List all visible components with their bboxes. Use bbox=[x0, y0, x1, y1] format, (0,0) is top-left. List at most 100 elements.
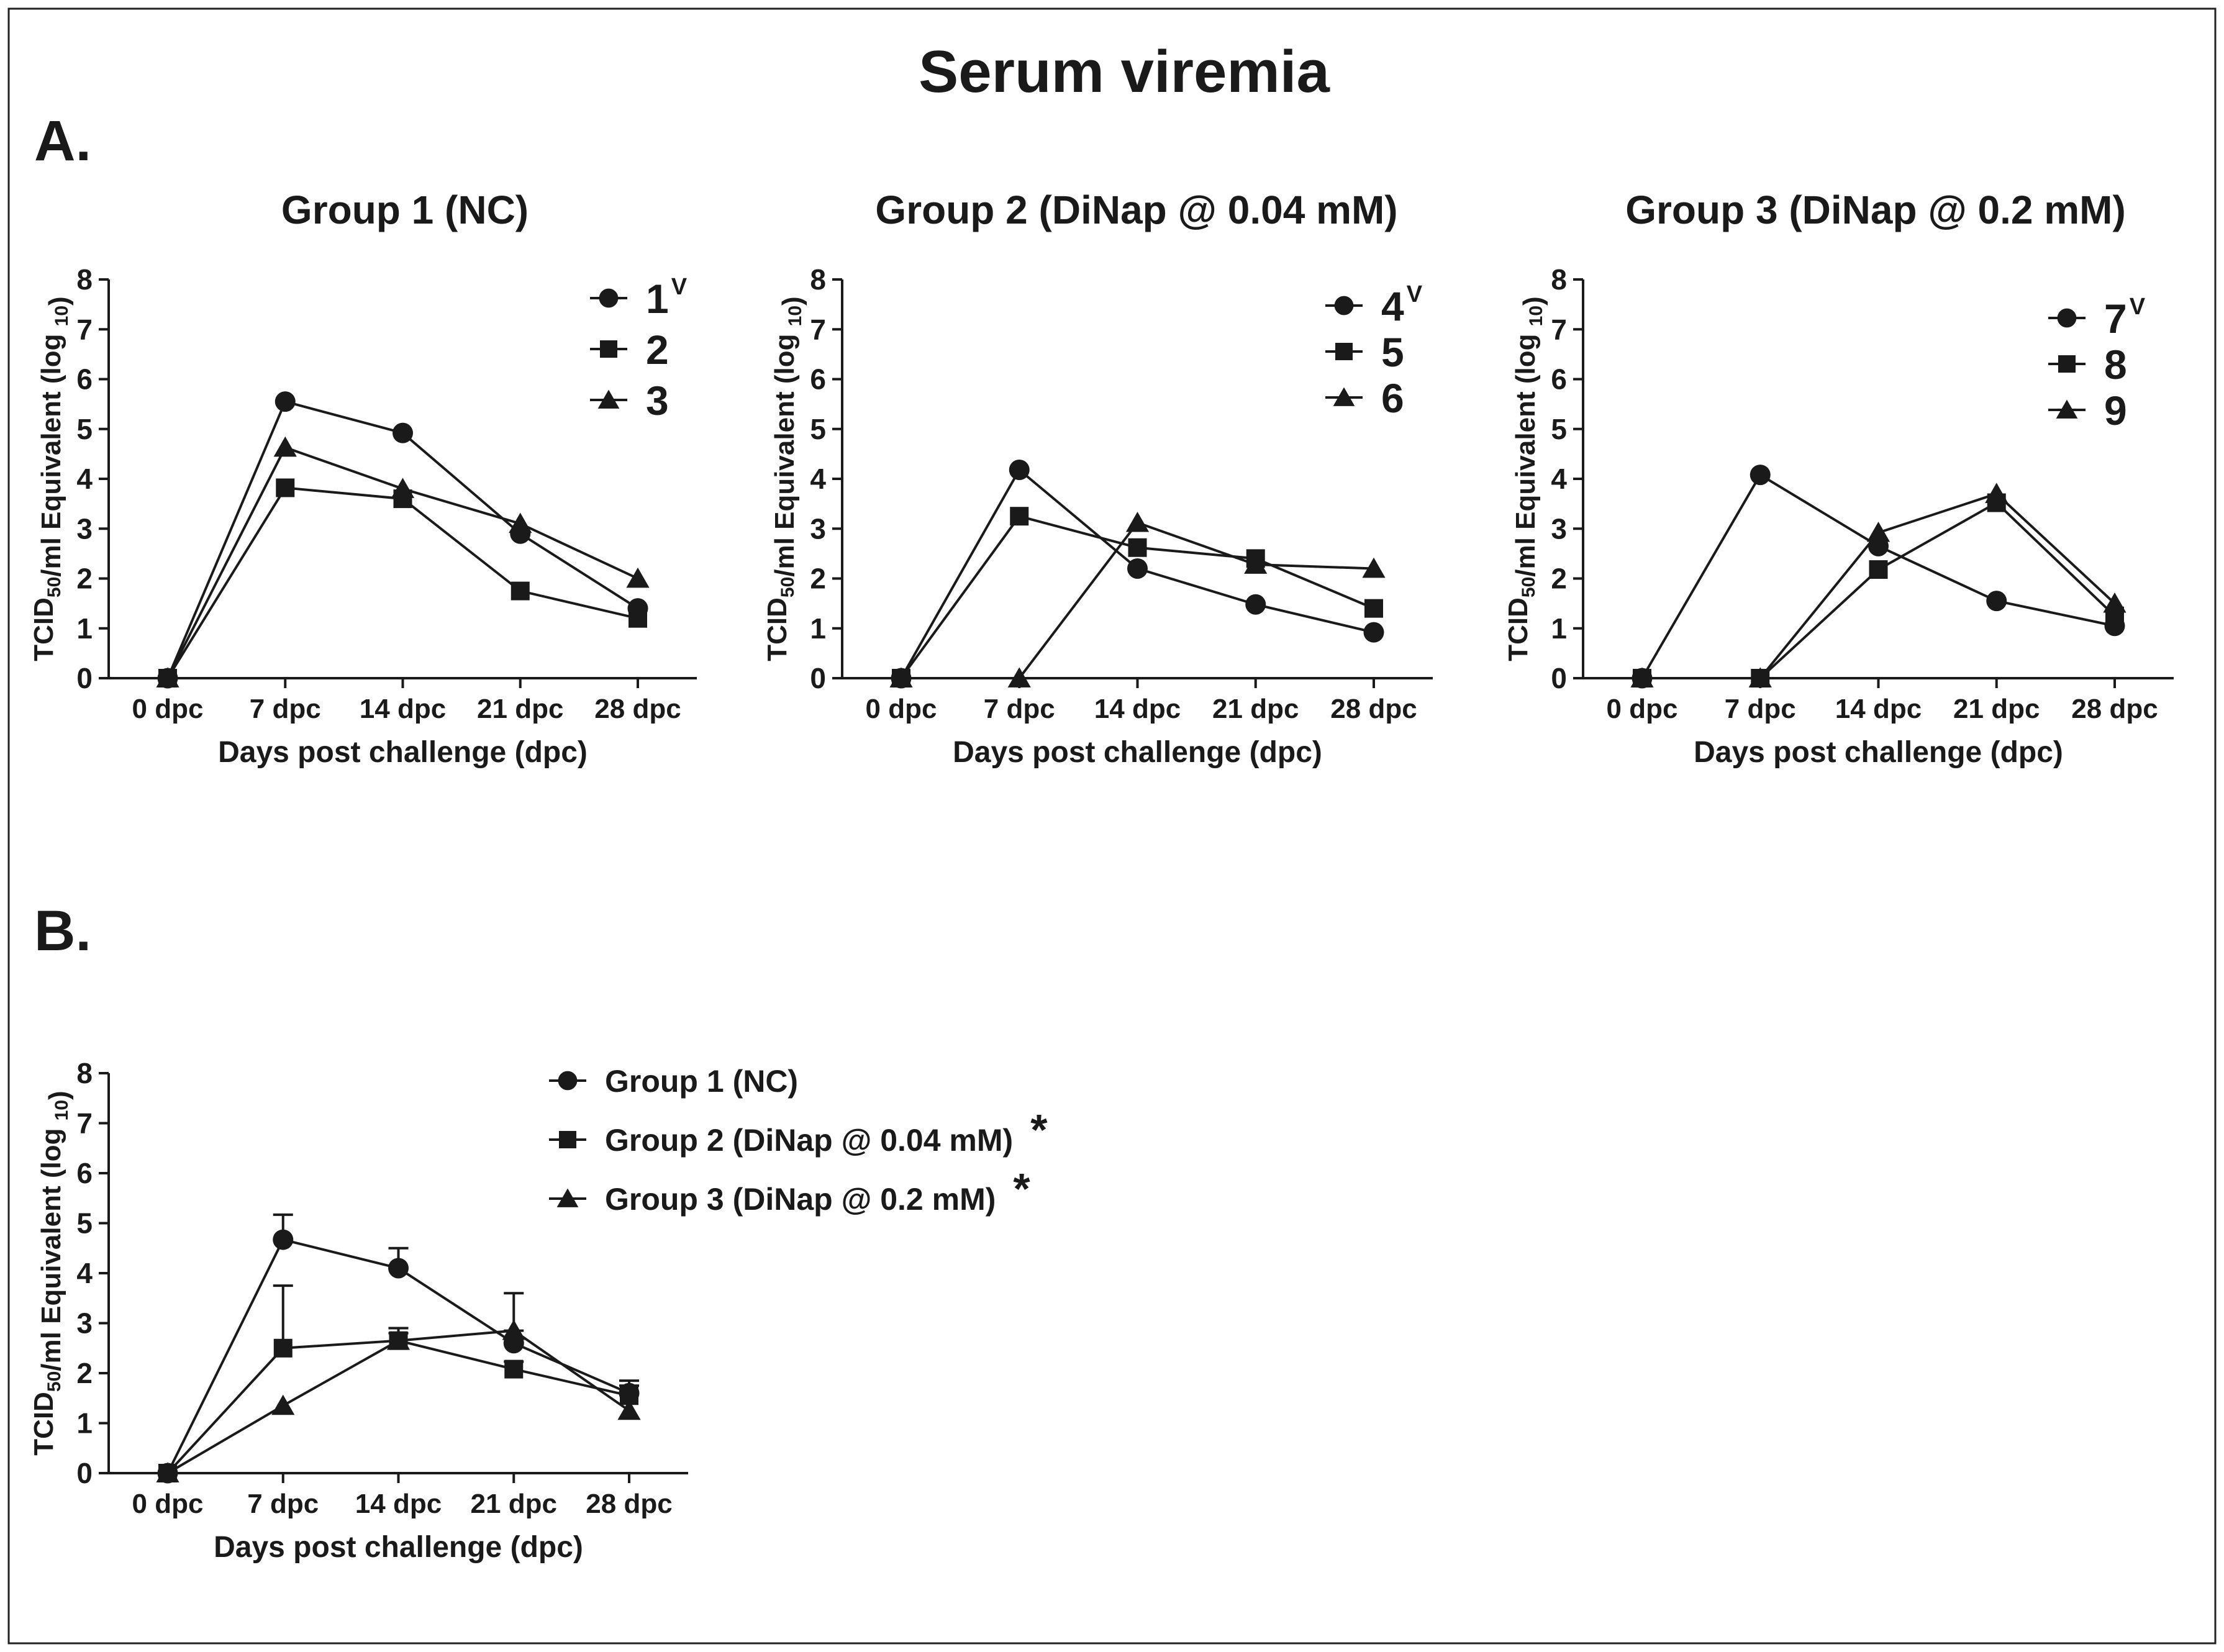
legend-marker bbox=[1334, 296, 1354, 315]
x-tick-label: 28 dpc bbox=[594, 694, 681, 724]
data-point bbox=[1244, 553, 1268, 574]
data-point bbox=[511, 581, 530, 601]
data-point bbox=[393, 422, 413, 443]
y-tick-label: 0 bbox=[76, 1457, 93, 1489]
y-tick-label: 0 bbox=[76, 662, 93, 694]
legend-marker bbox=[597, 389, 620, 409]
data-point bbox=[1748, 667, 1772, 688]
legend-label: Group 2 (DiNap @ 0.04 mM) bbox=[605, 1123, 1013, 1158]
data-point bbox=[502, 1319, 525, 1340]
data-point bbox=[509, 512, 532, 533]
y-tick-label: 7 bbox=[76, 313, 93, 345]
legend-label: 3 bbox=[646, 378, 669, 424]
data-point bbox=[156, 1462, 179, 1482]
y-tick-label: 6 bbox=[76, 1157, 93, 1189]
data-point bbox=[617, 1399, 641, 1420]
data-point bbox=[1125, 511, 1150, 532]
data-point bbox=[1009, 460, 1030, 481]
series-triangle bbox=[1630, 483, 2126, 688]
figure-border bbox=[7, 7, 2217, 1645]
x-axis-label: Days post challenge (dpc) bbox=[214, 1531, 583, 1564]
legend-label: Group 1 (NC) bbox=[605, 1064, 798, 1099]
series-triangle bbox=[889, 511, 1386, 688]
legend-label: 9 bbox=[2104, 388, 2127, 433]
chart-title: Group 2 (DiNap @ 0.04 mM) bbox=[875, 188, 1397, 232]
y-tick-label: 8 bbox=[76, 1057, 93, 1089]
y-axis-label-part: 10 bbox=[785, 306, 806, 326]
y-axis-label: TCID50/ml Equivalent (log 10) bbox=[29, 296, 74, 661]
x-tick-label: 14 dpc bbox=[360, 694, 446, 724]
y-tick-label: 5 bbox=[76, 413, 93, 445]
y-tick-label: 2 bbox=[1551, 563, 1567, 595]
data-point bbox=[1866, 522, 1890, 542]
y-axis-label-part: /ml Equivalent (log bbox=[36, 1120, 66, 1371]
y-axis-label-part: /ml Equivalent (log bbox=[769, 326, 800, 576]
data-point bbox=[275, 391, 296, 412]
x-tick-label: 0 dpc bbox=[132, 694, 204, 724]
data-point bbox=[1986, 591, 2007, 612]
y-tick-label: 2 bbox=[810, 563, 826, 595]
y-tick-label: 8 bbox=[810, 263, 826, 296]
legend-marker bbox=[599, 288, 619, 308]
y-tick-label: 5 bbox=[76, 1207, 93, 1240]
data-point bbox=[276, 478, 295, 497]
x-tick-label: 28 dpc bbox=[1330, 694, 1417, 724]
x-tick-label: 14 dpc bbox=[1835, 694, 1922, 724]
x-tick-label: 21 dpc bbox=[1953, 694, 2040, 724]
x-tick-label: 0 dpc bbox=[1607, 694, 1678, 724]
y-axis-label-part: /ml Equivalent (log bbox=[1510, 326, 1541, 576]
y-tick-label: 3 bbox=[810, 512, 826, 545]
legend-superscript: V bbox=[671, 274, 688, 300]
data-point bbox=[1750, 465, 1771, 486]
data-point bbox=[1869, 560, 1888, 579]
y-axis-label-part: 50 bbox=[778, 577, 798, 597]
y-tick-label: 8 bbox=[76, 263, 93, 296]
y-axis-label: TCID50/ml Equivalent (log 10) bbox=[1503, 296, 1548, 661]
data-point bbox=[388, 1258, 409, 1279]
chart-g1: Group 1 (NC) 0 1 2 3 4 5 6 7 8 0 dpc 7 dpc 14 dpc 21 … bbox=[29, 188, 697, 769]
legend-superscript: V bbox=[2130, 294, 2146, 320]
legend-label: 5 bbox=[1381, 329, 1404, 375]
y-axis-label-part: TCID bbox=[1503, 597, 1533, 661]
y-tick-label: 1 bbox=[1551, 612, 1567, 645]
x-tick-label: 7 dpc bbox=[1725, 694, 1796, 724]
y-tick-label: 1 bbox=[76, 612, 93, 645]
significance-asterisk: * bbox=[1013, 1164, 1030, 1213]
data-point bbox=[1245, 594, 1266, 615]
y-axis-label-part: TCID bbox=[29, 1392, 59, 1456]
data-point bbox=[273, 436, 297, 457]
x-tick-label: 28 dpc bbox=[586, 1489, 672, 1519]
legend-label: 8 bbox=[2104, 342, 2127, 388]
legend-label: 2 bbox=[646, 327, 669, 373]
y-tick-label: 3 bbox=[1551, 512, 1567, 545]
panel-b-label: B. bbox=[34, 899, 91, 963]
chart-title: Group 3 (DiNap @ 0.2 mM) bbox=[1625, 188, 2126, 232]
legend-label: 6 bbox=[1381, 375, 1404, 421]
legend-label: Group 3 (DiNap @ 0.2 mM) bbox=[605, 1182, 996, 1217]
y-axis-label-part: 50 bbox=[1518, 577, 1539, 597]
y-axis-label-part: 10 bbox=[1526, 306, 1546, 326]
legend-marker bbox=[559, 1131, 576, 1148]
chart-g3: Group 3 (DiNap @ 0.2 mM) 0 1 2 3 4 5 6 7 8 0 dpc 7 … bbox=[1503, 188, 2174, 769]
y-axis-label-part: ) bbox=[43, 1091, 74, 1100]
data-point bbox=[2103, 592, 2126, 613]
y-tick-label: 7 bbox=[1551, 313, 1567, 345]
legend-marker bbox=[2057, 308, 2077, 328]
y-tick-label: 4 bbox=[1551, 463, 1567, 495]
chart-title: Group 1 (NC) bbox=[281, 188, 529, 232]
data-point bbox=[273, 1229, 294, 1250]
x-tick-label: 28 dpc bbox=[2071, 694, 2158, 724]
data-point bbox=[271, 1394, 295, 1415]
data-point bbox=[1128, 538, 1147, 557]
data-point bbox=[1364, 599, 1383, 618]
x-tick-label: 14 dpc bbox=[355, 1489, 442, 1519]
data-point bbox=[1363, 622, 1384, 643]
y-axis-label-part: ) bbox=[43, 296, 74, 306]
x-tick-label: 21 dpc bbox=[477, 694, 563, 724]
y-axis-label: TCID50/ml Equivalent (log 10) bbox=[29, 1091, 74, 1455]
series-triangle bbox=[156, 1292, 641, 1482]
data-point bbox=[156, 667, 179, 688]
y-tick-label: 8 bbox=[1551, 263, 1567, 296]
data-point bbox=[629, 609, 647, 628]
